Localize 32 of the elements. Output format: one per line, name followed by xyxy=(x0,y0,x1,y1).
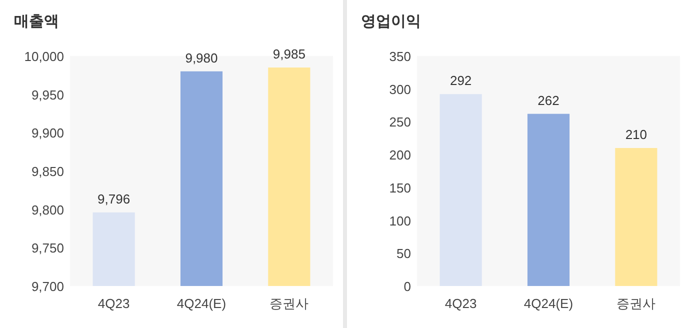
x-tick-label: 4Q24(E) xyxy=(176,296,226,311)
x-tick-label: 4Q24(E) xyxy=(524,296,574,311)
chart-title: 영업이익 xyxy=(361,13,421,30)
x-tick-label: 증권사 xyxy=(616,296,656,311)
data-label: 9,796 xyxy=(98,191,130,206)
y-tick-label: 350 xyxy=(389,49,411,64)
x-tick-label: 4Q23 xyxy=(444,296,477,311)
y-tick-label: 9,750 xyxy=(31,240,64,256)
y-tick-label: 100 xyxy=(389,213,411,228)
y-tick-label: 9,950 xyxy=(31,87,64,102)
data-label: 262 xyxy=(538,92,560,108)
data-label: 292 xyxy=(450,73,472,88)
x-tick-label: 4Q23 xyxy=(98,296,130,311)
y-tick-label: 0 xyxy=(404,279,411,294)
y-tick-label: 9,700 xyxy=(31,279,64,294)
data-label: 210 xyxy=(625,127,648,142)
y-tick-label: 9,900 xyxy=(31,126,64,141)
x-tick-label: 증권사 xyxy=(270,296,309,311)
bar xyxy=(615,148,658,286)
y-tick-label: 250 xyxy=(389,114,411,130)
y-tick-label: 10,000 xyxy=(24,49,64,64)
data-label: 9,980 xyxy=(185,50,218,66)
y-tick-label: 50 xyxy=(396,246,411,262)
data-label: 9,985 xyxy=(272,46,306,62)
y-tick-label: 200 xyxy=(389,148,411,163)
bar xyxy=(527,114,570,286)
y-tick-label: 9,850 xyxy=(31,164,64,179)
y-tick-label: 9,800 xyxy=(31,202,64,218)
y-tick-label: 150 xyxy=(389,180,411,196)
bar xyxy=(440,94,482,286)
y-tick-label: 300 xyxy=(389,82,411,97)
chart-title: 매출액 xyxy=(14,13,59,30)
